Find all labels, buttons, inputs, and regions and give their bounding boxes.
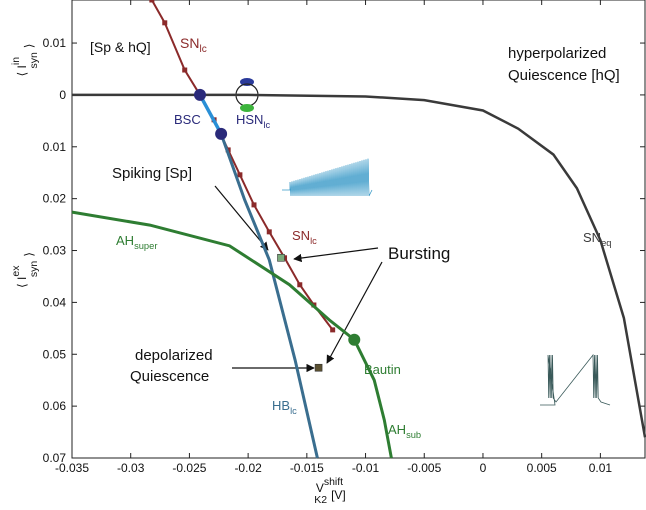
y-tick-label: 0.06 <box>43 399 67 413</box>
x-tick-label: 0.005 <box>527 461 557 475</box>
curve-marker <box>297 282 303 288</box>
curve <box>198 94 223 135</box>
curve-marker <box>182 67 188 73</box>
axis-label: Vshift K2 [V] <box>314 476 346 506</box>
annotation: BSC <box>174 112 201 127</box>
y-tick-label: 0.04 <box>43 295 67 309</box>
label-sub: K2 <box>314 494 327 506</box>
annotation: SNlc <box>180 35 207 55</box>
x-tick-label: 0 <box>480 461 487 475</box>
annotation: Quiescence <box>130 368 209 385</box>
curve-marker <box>237 172 243 178</box>
label-sub: syn <box>28 261 40 278</box>
decoration <box>214 78 611 406</box>
inset-trace <box>282 158 373 197</box>
annotation-text: AH <box>116 233 134 248</box>
y-tick-label: 0 <box>59 88 66 102</box>
x-tick-label: -0.01 <box>352 461 380 475</box>
arrow <box>293 247 379 263</box>
annotation-text: Quiescence <box>130 368 209 385</box>
annotation-text: hyperpolarized <box>508 45 606 62</box>
curve-marker <box>251 202 257 208</box>
annotation-sub: lc <box>290 406 297 416</box>
axis-label: ⟨ Iin syn ⟩ <box>10 43 40 76</box>
annotation-sub: lc <box>310 236 317 246</box>
bifurcation-point <box>193 88 206 101</box>
annotation: SNlc <box>292 228 317 246</box>
x-tick-label: -0.03 <box>117 461 145 475</box>
annotation-text: SN <box>180 35 199 51</box>
annotation-text: Bursting <box>388 244 450 263</box>
label-part: V <box>316 481 324 495</box>
axis-label: ⟨ Iex syn ⟩ <box>10 252 40 288</box>
label-part: ⟨ I <box>15 65 29 76</box>
curve-marker <box>330 327 336 333</box>
annotation-sub: super <box>134 241 157 251</box>
annotation-text: Quiescence [hQ] <box>508 67 620 84</box>
arrow <box>214 185 269 251</box>
annotation: SNeq <box>583 230 611 248</box>
x-tick-label: -0.015 <box>290 461 324 475</box>
annotation-text: Bautin <box>364 362 401 377</box>
x-tick-label: -0.035 <box>55 461 89 475</box>
icon-part <box>240 104 254 112</box>
x-tick-label: 0.01 <box>589 461 613 475</box>
label-sup: shift <box>324 476 343 488</box>
curve-marker <box>266 229 272 235</box>
annotation: AHsub <box>388 422 421 440</box>
y-tick-label: 0.01 <box>43 36 67 50</box>
annotation: [Sp & hQ] <box>90 39 151 55</box>
label-part: ⟩ <box>22 43 36 48</box>
annotation: Bautin <box>364 362 401 377</box>
annotation-text: SN <box>583 230 601 245</box>
annotation-sub: lc <box>199 44 206 55</box>
annotation-sub: sub <box>406 430 421 440</box>
annotation-text: SN <box>292 228 310 243</box>
label-part: [V] <box>331 488 346 502</box>
annotation-text: HB <box>272 398 290 413</box>
y-tick-label: 0.03 <box>43 244 67 258</box>
annotation: AHsuper <box>116 233 157 251</box>
label-part: ⟩ <box>22 252 36 257</box>
annotation-sub: eq <box>601 238 611 248</box>
annotation-text: BSC <box>174 112 201 127</box>
curve-marker <box>162 20 168 26</box>
annotation-text: depolarized <box>135 347 213 364</box>
y-tick-label: 0.02 <box>43 192 67 206</box>
x-tick-label: -0.02 <box>234 461 262 475</box>
annotation: Bursting <box>388 244 450 263</box>
x-tick-label: -0.025 <box>172 461 206 475</box>
arrow <box>326 261 383 364</box>
bifurcation-point <box>348 333 361 346</box>
annotation: depolarized <box>135 347 213 364</box>
state-point <box>314 363 323 372</box>
label-sup: in <box>10 57 22 65</box>
annotation-text: Spiking [Sp] <box>112 165 192 182</box>
curve-marker <box>149 0 155 3</box>
y-tick-label: 0.01 <box>43 140 67 154</box>
curve <box>72 93 646 438</box>
annotation-sub: lc <box>263 120 270 130</box>
state-point <box>277 253 285 262</box>
label-part: ⟨ I <box>15 277 29 288</box>
curve <box>219 133 319 459</box>
y-tick-label: 0.05 <box>43 347 67 361</box>
annotation-text: [Sp & hQ] <box>90 39 151 55</box>
plot-frame <box>71 0 646 459</box>
annotation: HBlc <box>272 398 297 416</box>
annotation-text: AH <box>388 422 406 437</box>
annotation: hyperpolarized <box>508 45 606 62</box>
bifurcation-point <box>215 127 228 140</box>
annotation: HSNlc <box>236 112 271 130</box>
annotation: Quiescence [hQ] <box>508 67 620 84</box>
x-tick-label: -0.005 <box>407 461 441 475</box>
annotation-text: HSN <box>236 112 263 127</box>
label-sup: ex <box>10 265 22 277</box>
y-tick-label: 0.07 <box>43 451 67 465</box>
curve <box>71 210 393 459</box>
label-sub: syn <box>28 52 40 69</box>
inset-trace <box>540 353 611 406</box>
annotation: Spiking [Sp] <box>112 165 192 182</box>
